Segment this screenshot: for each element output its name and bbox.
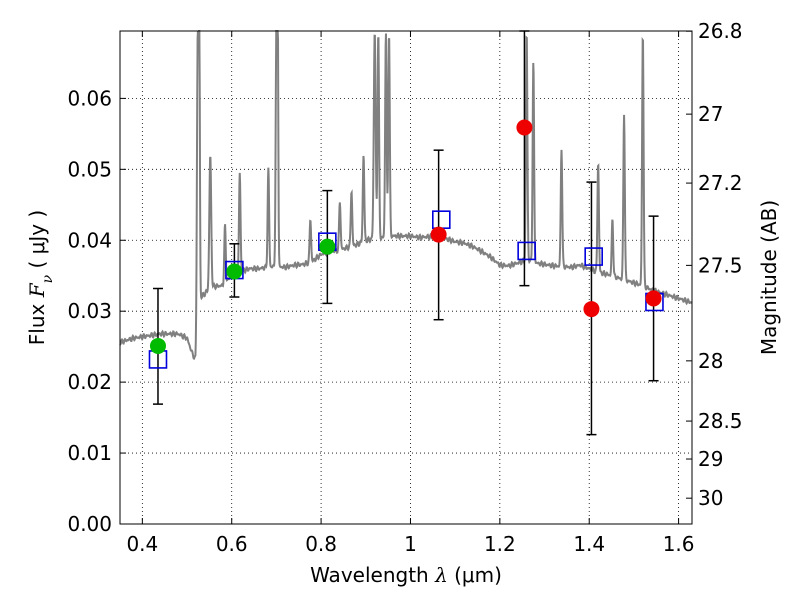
model-square	[517, 241, 536, 261]
green-point	[319, 238, 336, 255]
y-tick-label: 0.01	[67, 441, 112, 465]
green-point	[149, 337, 166, 354]
grid-lines	[120, 31, 692, 524]
right-tick-label: 26.8	[698, 19, 743, 43]
x-tick-label: 0.4	[126, 532, 158, 556]
x-tick-label: 1.6	[663, 532, 695, 556]
right-tick-labels: 26.8 27 27.2 27.5 28 28.5 29 30	[698, 19, 743, 510]
right-tick-label: 27.5	[698, 253, 743, 277]
red-point	[645, 290, 662, 307]
y-tick-label: 0.03	[67, 299, 112, 323]
y-tick-label: 0.05	[67, 157, 112, 181]
right-tick-label: 28	[698, 349, 723, 373]
x-tick-label: 1.4	[573, 532, 605, 556]
right-tick-label: 27	[698, 102, 723, 126]
axis-ticks	[120, 30, 692, 525]
red-point	[430, 226, 447, 243]
y-tick-labels: 0.00 0.01 0.02 0.03 0.04 0.05 0.06	[67, 86, 112, 536]
model-spectrum	[119, 30, 693, 360]
model-square	[432, 210, 451, 229]
right-tick-label: 29	[698, 447, 723, 471]
model-square	[584, 247, 603, 266]
y-tick-label: 0.02	[67, 370, 112, 394]
x-tick-label: 1	[404, 532, 417, 556]
right-tick-label: 30	[698, 486, 723, 510]
right-tick-label: 27.2	[698, 171, 743, 195]
y-tick-label: 0.04	[67, 228, 112, 252]
error-bars	[152, 30, 659, 436]
right-axis-label: Magnitude (AB)	[757, 200, 781, 355]
x-tick-labels: 0.4 0.6 0.8 1 1.2 1.4 1.6	[126, 532, 694, 556]
spectrum-line	[119, 30, 693, 360]
red-point	[583, 301, 600, 318]
green-point	[226, 263, 243, 280]
red-point	[516, 119, 533, 136]
model-photometry-squares	[148, 210, 664, 369]
right-tick-label: 28.5	[698, 409, 743, 433]
y-axis-label: Flux Fν ( μJy )	[25, 210, 56, 345]
x-tick-label: 1.2	[484, 532, 516, 556]
y-tick-label: 0.00	[67, 512, 112, 536]
x-tick-label: 0.6	[216, 532, 248, 556]
x-axis-label: Wavelength λ (μm)	[310, 563, 502, 587]
plot-frame	[119, 30, 693, 525]
x-tick-label: 0.8	[305, 532, 337, 556]
y-tick-label: 0.06	[67, 86, 112, 110]
observed-points	[149, 119, 662, 354]
